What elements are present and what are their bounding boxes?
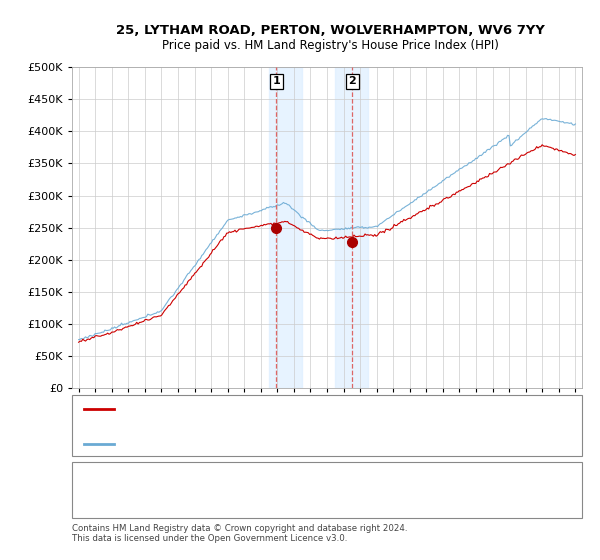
- Text: 1: 1: [272, 76, 280, 86]
- Text: Contains HM Land Registry data © Crown copyright and database right 2024.
This d: Contains HM Land Registry data © Crown c…: [72, 524, 407, 543]
- Text: £227,500: £227,500: [258, 497, 311, 507]
- Text: 1: 1: [81, 474, 89, 484]
- Bar: [335, 67, 368, 388]
- Text: 2: 2: [348, 76, 356, 86]
- Bar: [269, 67, 302, 388]
- Text: 9% ↓ HPI: 9% ↓ HPI: [420, 497, 473, 507]
- Text: £249,950: £249,950: [258, 474, 311, 484]
- Text: ≈ HPI: ≈ HPI: [420, 474, 451, 484]
- Text: Price paid vs. HM Land Registry's House Price Index (HPI): Price paid vs. HM Land Registry's House …: [161, 39, 499, 53]
- Text: 13-DEC-2006: 13-DEC-2006: [111, 474, 184, 484]
- Text: 25, LYTHAM ROAD, PERTON, WOLVERHAMPTON, WV6 7YY: 25, LYTHAM ROAD, PERTON, WOLVERHAMPTON, …: [116, 24, 544, 38]
- Text: HPI: Average price, detached house, South Staffordshire: HPI: Average price, detached house, Sout…: [120, 439, 414, 449]
- Text: 2: 2: [81, 497, 89, 507]
- Text: 06-JUL-2011: 06-JUL-2011: [111, 497, 179, 507]
- Text: 25, LYTHAM ROAD, PERTON, WOLVERHAMPTON, WV6 7YY (detached house): 25, LYTHAM ROAD, PERTON, WOLVERHAMPTON, …: [120, 404, 513, 414]
